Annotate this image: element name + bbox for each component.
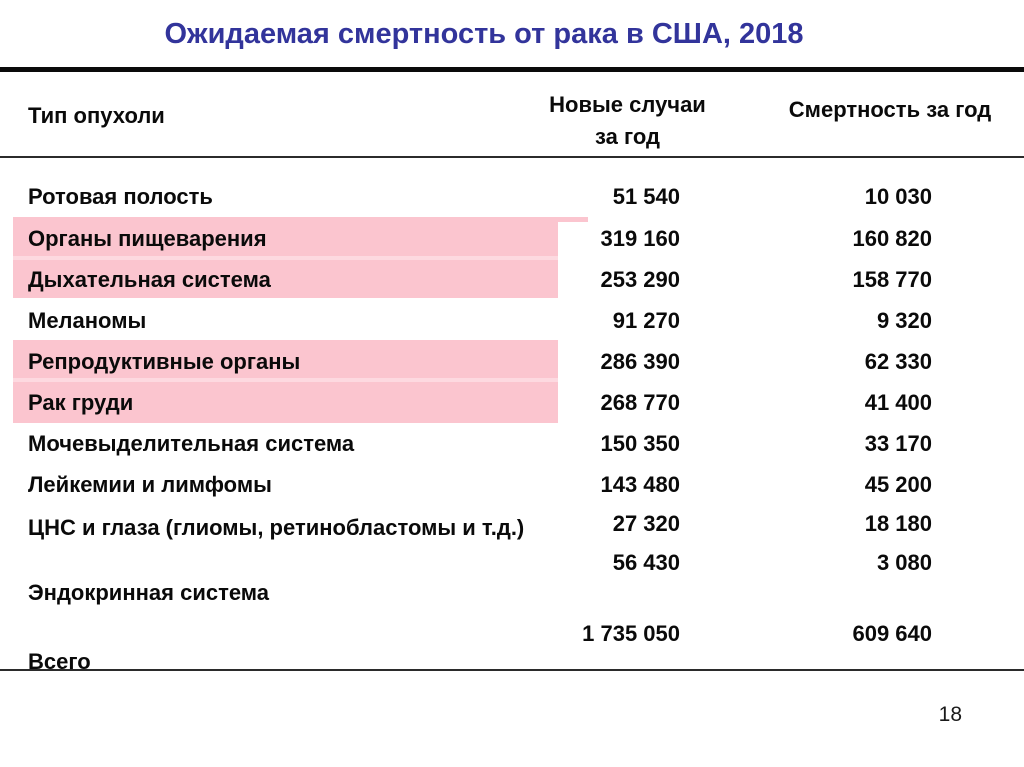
table-row-new-cases: 27 320 [612, 511, 680, 536]
table-row-label: Эндокринная система [28, 580, 270, 605]
column-header-deaths: Смертность за год [788, 97, 992, 122]
table-row-new-cases: 143 480 [600, 472, 680, 497]
title-divider [0, 67, 1024, 72]
table-row-deaths-total: 609 640 [852, 621, 932, 646]
column-header-tumor-type: Тип опухоли [28, 103, 165, 128]
table-row-deaths: 41 400 [864, 390, 932, 415]
table-row-label: Меланомы [28, 308, 147, 333]
table-row-deaths: 3 080 [876, 550, 932, 575]
table-row-new-cases: 286 390 [600, 349, 680, 374]
slide-title: Ожидаемая смертность от рака в США, 2018 [164, 18, 804, 50]
table-bottom-divider [0, 669, 1024, 671]
table-row-deaths: 18 180 [864, 511, 932, 536]
table-row-deaths: 62 330 [864, 349, 932, 374]
column-header-new-cases: Новые случаи за год [549, 92, 706, 149]
table-row-new-cases: 268 770 [600, 390, 680, 415]
table-row-label: Лейкемии и лимфомы [28, 472, 272, 497]
highlight-row-separator [13, 378, 558, 382]
table-row-deaths: 33 170 [864, 431, 932, 456]
table-row-label: Ротовая полость [28, 184, 213, 209]
table-row-deaths: 9 320 [876, 308, 932, 333]
table-row-new-cases: 51 540 [612, 184, 680, 209]
table-row-new-cases: 56 430 [612, 550, 680, 575]
table-row-deaths: 158 770 [852, 267, 932, 292]
table-row-deaths: 45 200 [864, 472, 932, 497]
header-divider [0, 156, 1024, 158]
table-row-label: Мочевыделительная система [28, 431, 355, 456]
table-row-label: Рак груди [28, 390, 134, 415]
table-row-label: ЦНС и глаза (глиомы, ретинобластомы и т.… [28, 515, 525, 540]
table-row-new-cases-total: 1 735 050 [582, 621, 680, 646]
table-row-label: Дыхательная система [28, 267, 271, 292]
table-row-label: Репродуктивные органы [28, 349, 301, 374]
table-row-label: Органы пищеварения [28, 226, 267, 251]
table-row-deaths: 10 030 [864, 184, 932, 209]
page-number: 18 [938, 703, 962, 726]
table-row-new-cases: 150 350 [600, 431, 680, 456]
table-row-deaths: 160 820 [852, 226, 932, 251]
table-row-new-cases: 319 160 [600, 226, 680, 251]
table-row-new-cases: 91 270 [612, 308, 680, 333]
table-row-label-total: Всего [28, 649, 91, 674]
table-row-new-cases: 253 290 [600, 267, 680, 292]
highlight-row-separator [13, 256, 558, 260]
